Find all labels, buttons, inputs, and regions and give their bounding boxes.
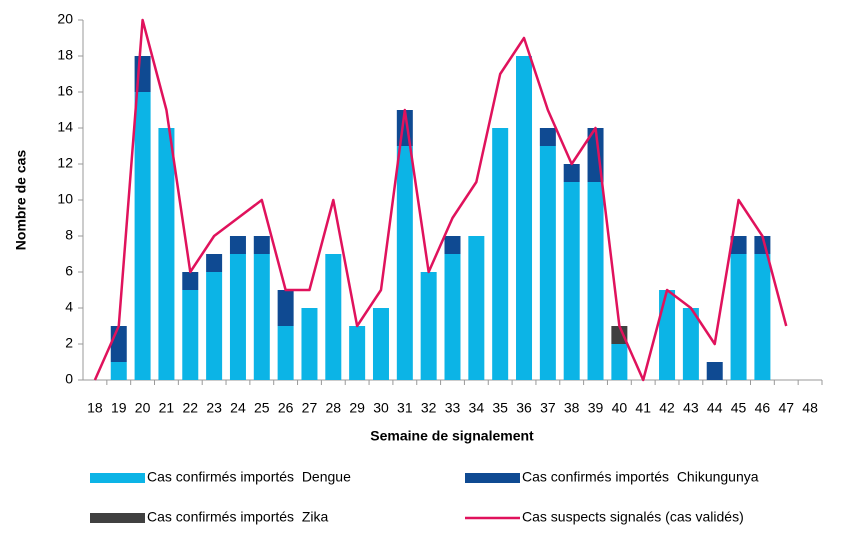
x-tick-label: 42	[659, 400, 675, 416]
y-tick-label: 6	[65, 263, 73, 279]
bar	[563, 164, 580, 182]
x-tick-label: 21	[159, 400, 175, 416]
bar	[110, 362, 127, 380]
bar	[301, 308, 318, 380]
y-tick-label: 8	[65, 227, 73, 243]
x-tick-label: 19	[111, 400, 127, 416]
legend-swatch	[90, 473, 145, 483]
x-tick-label: 37	[540, 400, 556, 416]
x-tick-label: 24	[230, 400, 246, 416]
x-tick-label: 28	[326, 400, 342, 416]
x-tick-label: 43	[683, 400, 699, 416]
y-tick-label: 10	[57, 191, 73, 207]
bar	[206, 254, 223, 272]
x-tick-label: 38	[564, 400, 580, 416]
bar	[277, 290, 294, 326]
x-tick-label: 45	[731, 400, 747, 416]
x-tick-label: 34	[469, 400, 485, 416]
x-tick-label: 47	[778, 400, 794, 416]
line	[93, 18, 788, 382]
y-tick-label: 0	[65, 371, 73, 387]
bar	[420, 272, 437, 380]
x-tick-label: 29	[349, 400, 365, 416]
bar	[182, 290, 199, 380]
x-tick-label: 22	[182, 400, 198, 416]
y-tick-label: 2	[65, 335, 73, 351]
bar	[277, 326, 294, 380]
x-tick-label: 46	[755, 400, 771, 416]
bar	[730, 254, 747, 380]
bar	[539, 128, 556, 146]
bar	[444, 236, 461, 254]
y-tick-label: 14	[57, 119, 73, 135]
bar	[539, 146, 556, 380]
legend-label: Cas confirmés importés Zika	[147, 509, 328, 525]
bar	[206, 272, 223, 380]
x-tick-label: 20	[135, 400, 151, 416]
bar	[682, 308, 699, 380]
x-tick-label: 25	[254, 400, 270, 416]
y-tick-label: 12	[57, 155, 73, 171]
y-tick-label: 18	[57, 47, 73, 63]
legend-swatch	[90, 513, 145, 523]
x-tick-label: 36	[516, 400, 532, 416]
bar	[158, 128, 175, 380]
bar	[730, 236, 747, 254]
x-tick-label: 23	[206, 400, 222, 416]
bar	[563, 182, 580, 380]
x-tick-label: 44	[707, 400, 723, 416]
x-tick-label: 30	[373, 400, 389, 416]
x-tick-label: 41	[635, 400, 651, 416]
bar	[611, 326, 628, 344]
bar	[706, 362, 723, 380]
bar	[349, 326, 366, 380]
bar	[659, 290, 676, 380]
bar	[754, 254, 771, 380]
bar	[134, 92, 151, 380]
x-tick-label: 35	[492, 400, 508, 416]
bar	[516, 56, 533, 380]
bar	[253, 254, 270, 380]
bar	[468, 236, 485, 380]
x-tick-label: 27	[302, 400, 318, 416]
bar	[253, 236, 270, 254]
bar	[372, 308, 389, 380]
x-tick-label: 40	[612, 400, 628, 416]
bar	[492, 128, 509, 380]
bar	[182, 272, 199, 290]
legend-label: Cas confirmés importés Dengue	[147, 469, 351, 485]
legend-swatch	[465, 473, 520, 483]
x-tick-label: 39	[588, 400, 604, 416]
y-tick-label: 16	[57, 83, 73, 99]
x-tick-label: 18	[87, 400, 103, 416]
x-tick-label: 31	[397, 400, 413, 416]
bar	[325, 254, 342, 380]
bar	[229, 236, 246, 254]
x-axis-label: Semaine de signalement	[370, 428, 534, 444]
x-tick-label: 32	[421, 400, 437, 416]
bar	[587, 182, 604, 380]
y-axis-label: Nombre de cas	[13, 150, 29, 251]
bar	[396, 146, 413, 380]
x-tick-label: 48	[802, 400, 818, 416]
bar	[229, 254, 246, 380]
x-tick-label: 26	[278, 400, 294, 416]
legend-label: Cas confirmés importés Chikungunya	[522, 469, 759, 485]
y-tick-label: 4	[65, 299, 73, 315]
bar	[611, 344, 628, 380]
bar	[444, 254, 461, 380]
x-tick-label: 33	[445, 400, 461, 416]
legend-label: Cas suspects signalés (cas validés)	[522, 509, 744, 525]
bar	[110, 326, 127, 362]
y-tick-label: 20	[57, 11, 73, 27]
